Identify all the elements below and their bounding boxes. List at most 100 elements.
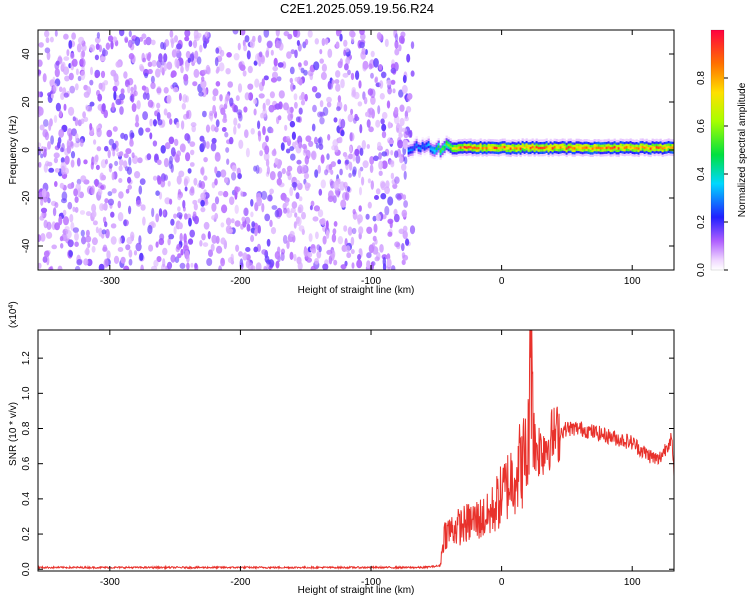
noise-cell xyxy=(200,79,207,89)
noise-cell xyxy=(333,259,338,266)
signal-cell xyxy=(635,153,638,157)
signal-cell xyxy=(541,151,544,154)
noise-cell xyxy=(381,131,387,139)
noise-cell xyxy=(83,159,88,165)
signal-cell xyxy=(599,139,602,143)
noise-cell xyxy=(365,213,370,220)
noise-cell xyxy=(142,92,148,100)
signal-cell xyxy=(467,148,470,151)
signal-cell xyxy=(481,151,484,155)
noise-cell xyxy=(187,238,194,245)
noise-cell xyxy=(176,59,180,69)
noise-cell xyxy=(257,225,261,234)
signal-cell xyxy=(613,150,616,154)
signal-cell xyxy=(491,146,494,149)
signal-cell xyxy=(505,149,508,152)
signal-cell xyxy=(551,147,554,150)
noise-cell xyxy=(351,262,355,269)
signal-cell xyxy=(445,145,448,148)
signal-cell xyxy=(565,140,568,143)
signal-cell xyxy=(583,153,586,157)
figure-title: C2E1.2025.059.19.56.R24 xyxy=(280,1,434,16)
noise-cell xyxy=(317,209,324,218)
signal-cell xyxy=(461,146,464,149)
signal-cell xyxy=(493,151,496,154)
noise-cell xyxy=(256,196,263,207)
noise-cell xyxy=(65,229,72,239)
noise-cell xyxy=(271,205,278,210)
signal-cell xyxy=(505,147,508,150)
signal-cell xyxy=(615,154,618,157)
signal-cell xyxy=(605,141,608,145)
signal-cell xyxy=(557,146,560,150)
noise-cell xyxy=(49,36,54,43)
noise-cell xyxy=(402,194,407,201)
signal-cell xyxy=(425,146,428,150)
signal-cell xyxy=(487,143,490,147)
noise-cell xyxy=(63,92,69,98)
noise-cell xyxy=(307,30,313,38)
noise-cell xyxy=(73,142,80,148)
signal-cell xyxy=(629,150,632,153)
signal-cell xyxy=(547,149,550,153)
signal-cell xyxy=(533,139,536,143)
signal-cell xyxy=(589,152,592,155)
signal-cell xyxy=(471,149,474,152)
signal-cell xyxy=(645,150,648,154)
signal-cell xyxy=(633,144,636,148)
signal-cell xyxy=(553,145,556,149)
signal-cell xyxy=(593,141,596,144)
signal-cell xyxy=(553,138,556,142)
noise-cell xyxy=(124,166,130,172)
noise-cell xyxy=(129,139,134,147)
signal-cell xyxy=(481,144,484,148)
signal-cell xyxy=(505,154,508,157)
noise-cell xyxy=(311,248,317,254)
noise-cell xyxy=(78,36,85,45)
signal-cell xyxy=(647,147,650,150)
noise-cell xyxy=(204,31,210,38)
noise-cell xyxy=(145,127,151,133)
noise-cell xyxy=(61,61,66,69)
signal-cell xyxy=(407,142,410,145)
signal-cell xyxy=(445,147,448,151)
signal-cell xyxy=(591,142,594,145)
signal-cell xyxy=(455,144,458,148)
noise-cell xyxy=(115,98,122,106)
signal-cell xyxy=(579,144,582,147)
signal-cell xyxy=(451,149,454,153)
noise-cell xyxy=(167,237,171,246)
noise-cell xyxy=(337,159,342,165)
noise-cell xyxy=(289,186,294,197)
noise-cell xyxy=(182,94,188,103)
noise-cell xyxy=(301,164,307,173)
noise-cell xyxy=(125,148,132,155)
noise-cell xyxy=(220,107,226,115)
signal-cell xyxy=(529,149,532,152)
noise-cell xyxy=(95,164,100,171)
noise-cell xyxy=(67,239,74,248)
signal-cell xyxy=(527,144,530,147)
noise-cell xyxy=(170,147,176,157)
y-tick-label: 1.0 xyxy=(21,386,32,400)
noise-cell xyxy=(398,228,405,235)
noise-cell xyxy=(399,104,405,112)
signal-cell xyxy=(421,137,424,140)
noise-cell xyxy=(210,142,217,152)
signal-cell xyxy=(487,150,490,154)
noise-cell xyxy=(394,241,400,248)
signal-cell xyxy=(625,145,628,149)
signal-cell xyxy=(605,151,608,154)
signal-cell xyxy=(529,141,532,145)
noise-cell xyxy=(297,62,302,68)
noise-cell xyxy=(258,132,262,142)
noise-cell xyxy=(290,153,296,161)
signal-cell xyxy=(587,149,590,152)
noise-cell xyxy=(76,178,82,185)
noise-cell xyxy=(74,83,79,91)
noise-cell xyxy=(211,234,217,244)
noise-cell xyxy=(183,73,189,82)
noise-cell xyxy=(366,252,372,259)
noise-cell xyxy=(134,36,141,46)
noise-cell xyxy=(209,110,214,117)
